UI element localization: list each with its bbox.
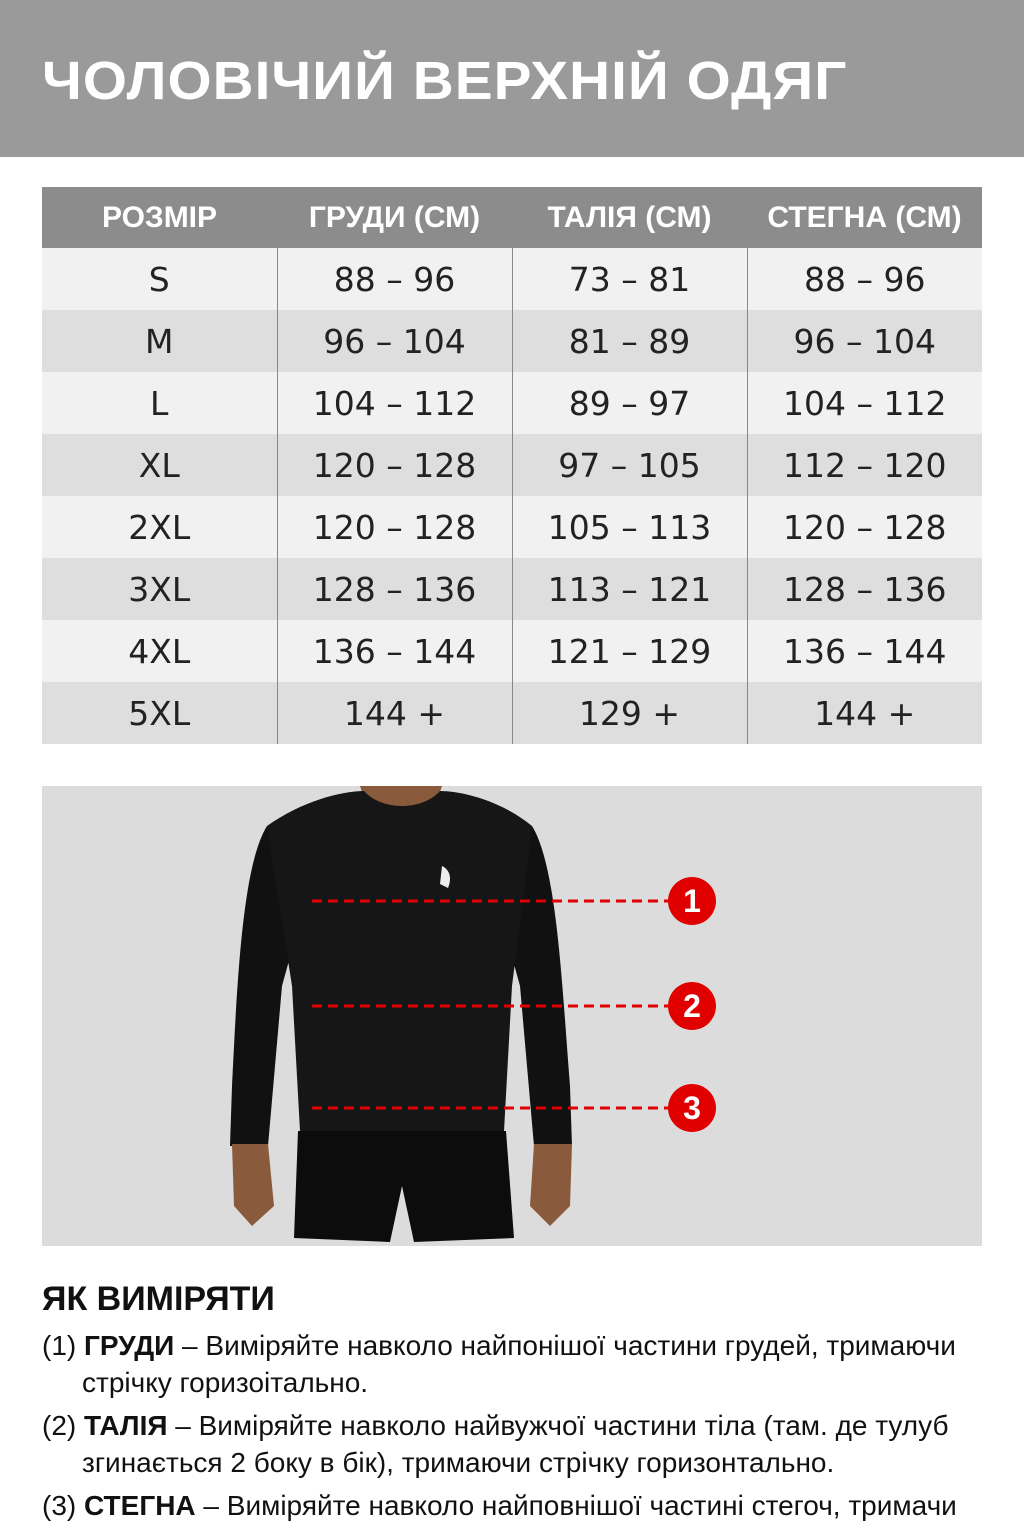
marker-circle bbox=[668, 877, 716, 925]
marker-number: 1 bbox=[683, 883, 701, 919]
item-term: ТАЛІЯ bbox=[84, 1410, 168, 1441]
table-cell: 5XL bbox=[42, 682, 277, 744]
logo-icon bbox=[440, 866, 450, 888]
how-to-measure: ЯК ВИМІРЯТИ (1) ГРУДИ – Виміряйте навкол… bbox=[42, 1280, 1012, 1530]
table-cell: 129 + bbox=[511, 682, 747, 744]
marker-circle bbox=[668, 1084, 716, 1132]
howto-item: (2) ТАЛІЯ – Виміряйте навколо найвужчої … bbox=[42, 1407, 1012, 1481]
table-cell: 120 – 128 bbox=[746, 496, 982, 558]
item-number: (3) bbox=[42, 1490, 77, 1521]
marker-number: 2 bbox=[683, 988, 701, 1024]
measurement-figure: 1 2 3 bbox=[42, 786, 982, 1246]
column-header: ГРУДИ (СМ) bbox=[277, 187, 512, 248]
table-cell: 120 – 128 bbox=[276, 434, 512, 496]
table-cell: 104 – 112 bbox=[276, 372, 512, 434]
table-cell: 136 – 144 bbox=[276, 620, 512, 682]
item-text: – Виміряйте навколо найповнішої частині … bbox=[195, 1490, 957, 1521]
table-cell: 3XL bbox=[42, 558, 277, 620]
item-number: (1) bbox=[42, 1330, 77, 1361]
item-text: – Виміряйте навколо найпонішої частини г… bbox=[82, 1330, 956, 1398]
item-text: – Виміряйте навколо найвужчої частини ті… bbox=[82, 1410, 949, 1478]
table-row: 4XL 136 – 144 121 – 129 136 – 144 bbox=[42, 620, 982, 682]
item-number: (2) bbox=[42, 1410, 77, 1441]
table-cell: 104 – 112 bbox=[746, 372, 982, 434]
table-row: 5XL 144 +129 +144 + bbox=[42, 682, 982, 744]
table-row: L 104 – 112 89 – 97 104 – 112 bbox=[42, 372, 982, 434]
column-header: РОЗМІР bbox=[42, 187, 277, 248]
table-cell: 88 – 96 bbox=[276, 248, 512, 310]
table-cell: 112 – 120 bbox=[746, 434, 982, 496]
shirt-illustration: 1 2 3 bbox=[230, 786, 716, 1242]
table-cell: 96 – 104 bbox=[746, 310, 982, 372]
table-cell: 81 – 89 bbox=[511, 310, 747, 372]
table-row: 2XL 120 – 128 105 – 113 120 – 128 bbox=[42, 496, 982, 558]
table-cell: M bbox=[42, 310, 277, 372]
column-header: СТЕГНА (СМ) bbox=[747, 187, 982, 248]
table-row: M 96 – 104 81 – 89 96 – 104 bbox=[42, 310, 982, 372]
item-term: СТЕГНА bbox=[84, 1490, 196, 1521]
page-title: ЧОЛОВІЧИЙ ВЕРХНІЙ ОДЯГ bbox=[42, 51, 848, 111]
table-cell: 121 – 129 bbox=[511, 620, 747, 682]
table-cell: 97 – 105 bbox=[511, 434, 747, 496]
table-cell: S bbox=[42, 248, 277, 310]
table-cell: 88 – 96 bbox=[746, 248, 982, 310]
table-cell: 73 – 81 bbox=[511, 248, 747, 310]
howto-item: (1) ГРУДИ – Виміряйте навколо найпонішої… bbox=[42, 1327, 1012, 1401]
table-row: XL 120 – 128 97 – 105 112 – 120 bbox=[42, 434, 982, 496]
table-cell: 136 – 144 bbox=[746, 620, 982, 682]
table-row: S 88 – 96 73 – 81 88 – 96 bbox=[42, 248, 982, 310]
column-header: ТАЛІЯ (СМ) bbox=[512, 187, 747, 248]
table-cell: L bbox=[42, 372, 277, 434]
table-cell: 128 – 136 bbox=[276, 558, 512, 620]
table-row: 3XL 128 – 136 113 – 121 128 – 136 bbox=[42, 558, 982, 620]
table-cell: 4XL bbox=[42, 620, 277, 682]
table-cell: 2XL bbox=[42, 496, 277, 558]
marker-circle bbox=[668, 982, 716, 1030]
table-cell: 113 – 121 bbox=[511, 558, 747, 620]
table-cell: 144 + bbox=[276, 682, 512, 744]
table-cell: 89 – 97 bbox=[511, 372, 747, 434]
table-cell: 120 – 128 bbox=[276, 496, 512, 558]
table-cell: 128 – 136 bbox=[746, 558, 982, 620]
table-cell: XL bbox=[42, 434, 277, 496]
marker-number: 3 bbox=[683, 1090, 701, 1126]
howto-item: (3) СТЕГНА – Виміряйте навколо найповніш… bbox=[42, 1487, 1012, 1524]
table-cell: 105 – 113 bbox=[511, 496, 747, 558]
howto-title: ЯК ВИМІРЯТИ bbox=[42, 1280, 275, 1318]
item-term: ГРУДИ bbox=[84, 1330, 175, 1361]
title-banner: ЧОЛОВІЧИЙ ВЕРХНІЙ ОДЯГ bbox=[0, 0, 1024, 157]
table-cell: 144 + bbox=[746, 682, 982, 744]
table-cell: 96 – 104 bbox=[276, 310, 512, 372]
